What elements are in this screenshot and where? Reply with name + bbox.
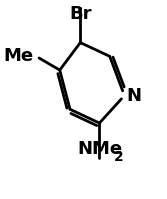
Text: Me: Me [3,47,33,65]
Text: Br: Br [69,5,92,23]
Text: 2: 2 [114,150,124,164]
Text: N: N [126,87,141,105]
Text: NMe: NMe [77,140,122,158]
